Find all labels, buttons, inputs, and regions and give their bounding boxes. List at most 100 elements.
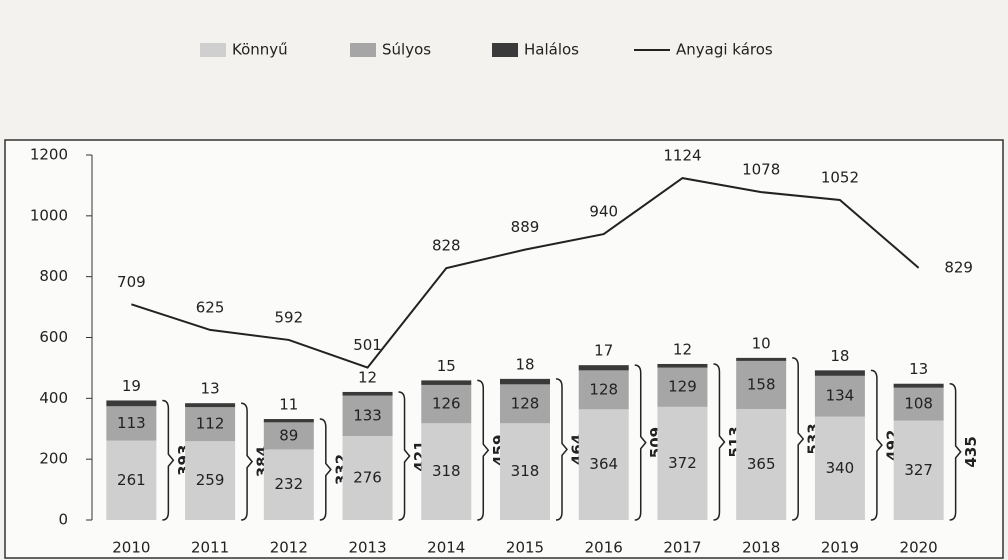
line-value-label: 501 [353, 336, 382, 354]
bar-value-label: 372 [668, 454, 697, 472]
bar-value-label: 17 [594, 342, 613, 360]
bar-value-label: 10 [752, 334, 771, 352]
bar-segment [185, 407, 236, 442]
bar-value-label: 276 [353, 469, 382, 487]
bar-segment [814, 416, 865, 520]
x-tick-label: 2017 [663, 539, 701, 557]
bar-segment [342, 391, 393, 396]
x-tick-label: 2010 [112, 539, 150, 557]
bar-value-label: 12 [358, 368, 377, 386]
bar-segment [421, 384, 472, 424]
bar-value-label: 232 [274, 475, 303, 493]
bar-segment [106, 440, 157, 520]
bar-value-label: 15 [437, 357, 456, 375]
bar-segment [657, 367, 708, 407]
bar-value-label: 364 [589, 455, 618, 473]
bar-value-label: 19 [122, 377, 141, 395]
bar-segment [736, 408, 787, 520]
bar-value-label: 261 [117, 471, 146, 489]
bracket [555, 378, 568, 521]
bar-value-label: 340 [826, 459, 855, 477]
bar-value-label: 13 [201, 380, 220, 398]
bar-segment [263, 422, 314, 450]
y-tick-label: 400 [39, 389, 68, 407]
bar-segment [500, 423, 550, 520]
bar-segment [500, 378, 550, 385]
bar-segment [736, 357, 787, 361]
line-value-label: 828 [432, 237, 461, 255]
total-label: 435 [962, 436, 980, 467]
bar-value-label: 11 [279, 396, 298, 414]
bar-value-label: 108 [904, 395, 933, 413]
bar-segment [342, 436, 393, 520]
bar-segment [814, 370, 865, 376]
bar-segment [106, 400, 157, 407]
line-value-label: 1052 [821, 169, 859, 187]
x-tick-label: 2018 [742, 539, 780, 557]
y-tick-label: 600 [39, 328, 68, 346]
legend-swatch [200, 43, 226, 57]
line-value-label: 940 [589, 203, 618, 221]
legend-label: Anyagi káros [676, 41, 773, 59]
bar-segment [185, 441, 236, 520]
bar-value-label: 133 [353, 406, 382, 424]
bar-value-label: 13 [909, 360, 928, 378]
x-tick-label: 2020 [900, 539, 938, 557]
x-tick-label: 2012 [270, 539, 308, 557]
legend-label: Súlyos [382, 41, 431, 59]
bar-value-label: 318 [511, 462, 540, 480]
bar-segment [893, 387, 944, 421]
x-tick-label: 2016 [585, 539, 623, 557]
line-series [131, 177, 920, 369]
legend-label: Halálos [524, 41, 579, 59]
bar-segment [736, 360, 787, 409]
y-tick-label: 1200 [30, 146, 68, 164]
bar-segment [578, 370, 629, 410]
x-tick-label: 2013 [348, 539, 386, 557]
bar-value-label: 128 [511, 394, 540, 412]
bar-segment [500, 384, 550, 424]
bracket [398, 391, 411, 521]
bar-segment [814, 375, 865, 417]
y-tick-label: 200 [39, 450, 68, 468]
bar-segment [578, 409, 629, 520]
bracket [713, 363, 726, 521]
bar-value-label: 318 [432, 462, 461, 480]
bar-value-label: 112 [196, 415, 225, 433]
bar-segment [421, 380, 472, 385]
x-tick-label: 2011 [191, 539, 229, 557]
bar-segment [578, 365, 629, 371]
y-tick-label: 1000 [30, 206, 68, 224]
bar-segment [657, 363, 708, 368]
bar-segment [185, 403, 236, 408]
bar-value-label: 18 [515, 355, 534, 373]
bar-segment [893, 383, 944, 388]
bracket [477, 379, 490, 521]
bar-segment [657, 406, 708, 520]
legend-label: Könnyű [232, 41, 288, 59]
line-value-label: 709 [117, 273, 146, 291]
x-tick-label: 2015 [506, 539, 544, 557]
bracket [162, 399, 175, 521]
bar-value-label: 113 [117, 414, 146, 432]
bar-value-label: 12 [673, 340, 692, 358]
bracket [792, 357, 805, 521]
y-tick-label: 0 [58, 511, 68, 529]
bracket [634, 364, 647, 521]
line-value-label: 1124 [663, 147, 701, 165]
y-tick-label: 800 [39, 267, 68, 285]
legend-swatch [492, 43, 518, 57]
legend-swatch [350, 43, 376, 57]
bar-value-label: 128 [589, 380, 618, 398]
bar-segment [106, 406, 157, 441]
bar-segment [421, 423, 472, 520]
bar-value-label: 129 [668, 378, 697, 396]
bracket [870, 369, 883, 521]
bracket [949, 382, 962, 521]
x-tick-label: 2014 [427, 539, 465, 557]
bracket [319, 418, 332, 521]
bar-segment [263, 419, 314, 423]
bracket [241, 402, 254, 521]
